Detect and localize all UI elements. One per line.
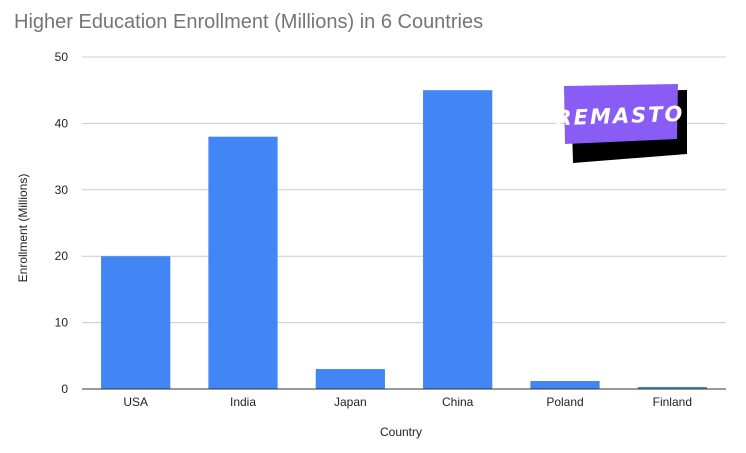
- y-axis-ticks: 0 10 20 30 40 50: [55, 50, 69, 396]
- x-axis-ticks: USA India Japan China Poland Finland: [123, 395, 692, 409]
- bar-china: [423, 90, 493, 389]
- logo-text: REMASTO: [555, 102, 685, 130]
- y-tick-label: 50: [55, 50, 69, 64]
- y-tick-label: 40: [55, 116, 69, 130]
- y-tick-label: 10: [55, 316, 69, 330]
- x-tick-label-finland: Finland: [653, 395, 692, 409]
- bar-usa: [101, 256, 171, 389]
- x-tick-label-japan: Japan: [334, 395, 367, 409]
- x-tick-label-india: India: [230, 395, 256, 409]
- logo-background: [564, 84, 678, 144]
- bar-finland: [637, 387, 707, 389]
- y-tick-label: 30: [55, 183, 69, 197]
- y-tick-label: 20: [55, 249, 69, 263]
- remasto-logo: REMASTO: [555, 84, 687, 163]
- bar-japan: [315, 369, 385, 389]
- x-tick-label-poland: Poland: [546, 395, 583, 409]
- y-tick-label: 0: [61, 382, 68, 396]
- chart-title: Higher Education Enrollment (Millions) i…: [14, 11, 483, 33]
- bar-poland: [530, 381, 600, 389]
- x-axis-label: Country: [380, 425, 422, 439]
- y-axis-label: Enrollment (Millions): [16, 174, 30, 283]
- bar-india: [208, 136, 278, 389]
- bars: [101, 90, 707, 389]
- x-tick-label-usa: USA: [123, 395, 148, 409]
- x-tick-label-china: China: [442, 395, 474, 409]
